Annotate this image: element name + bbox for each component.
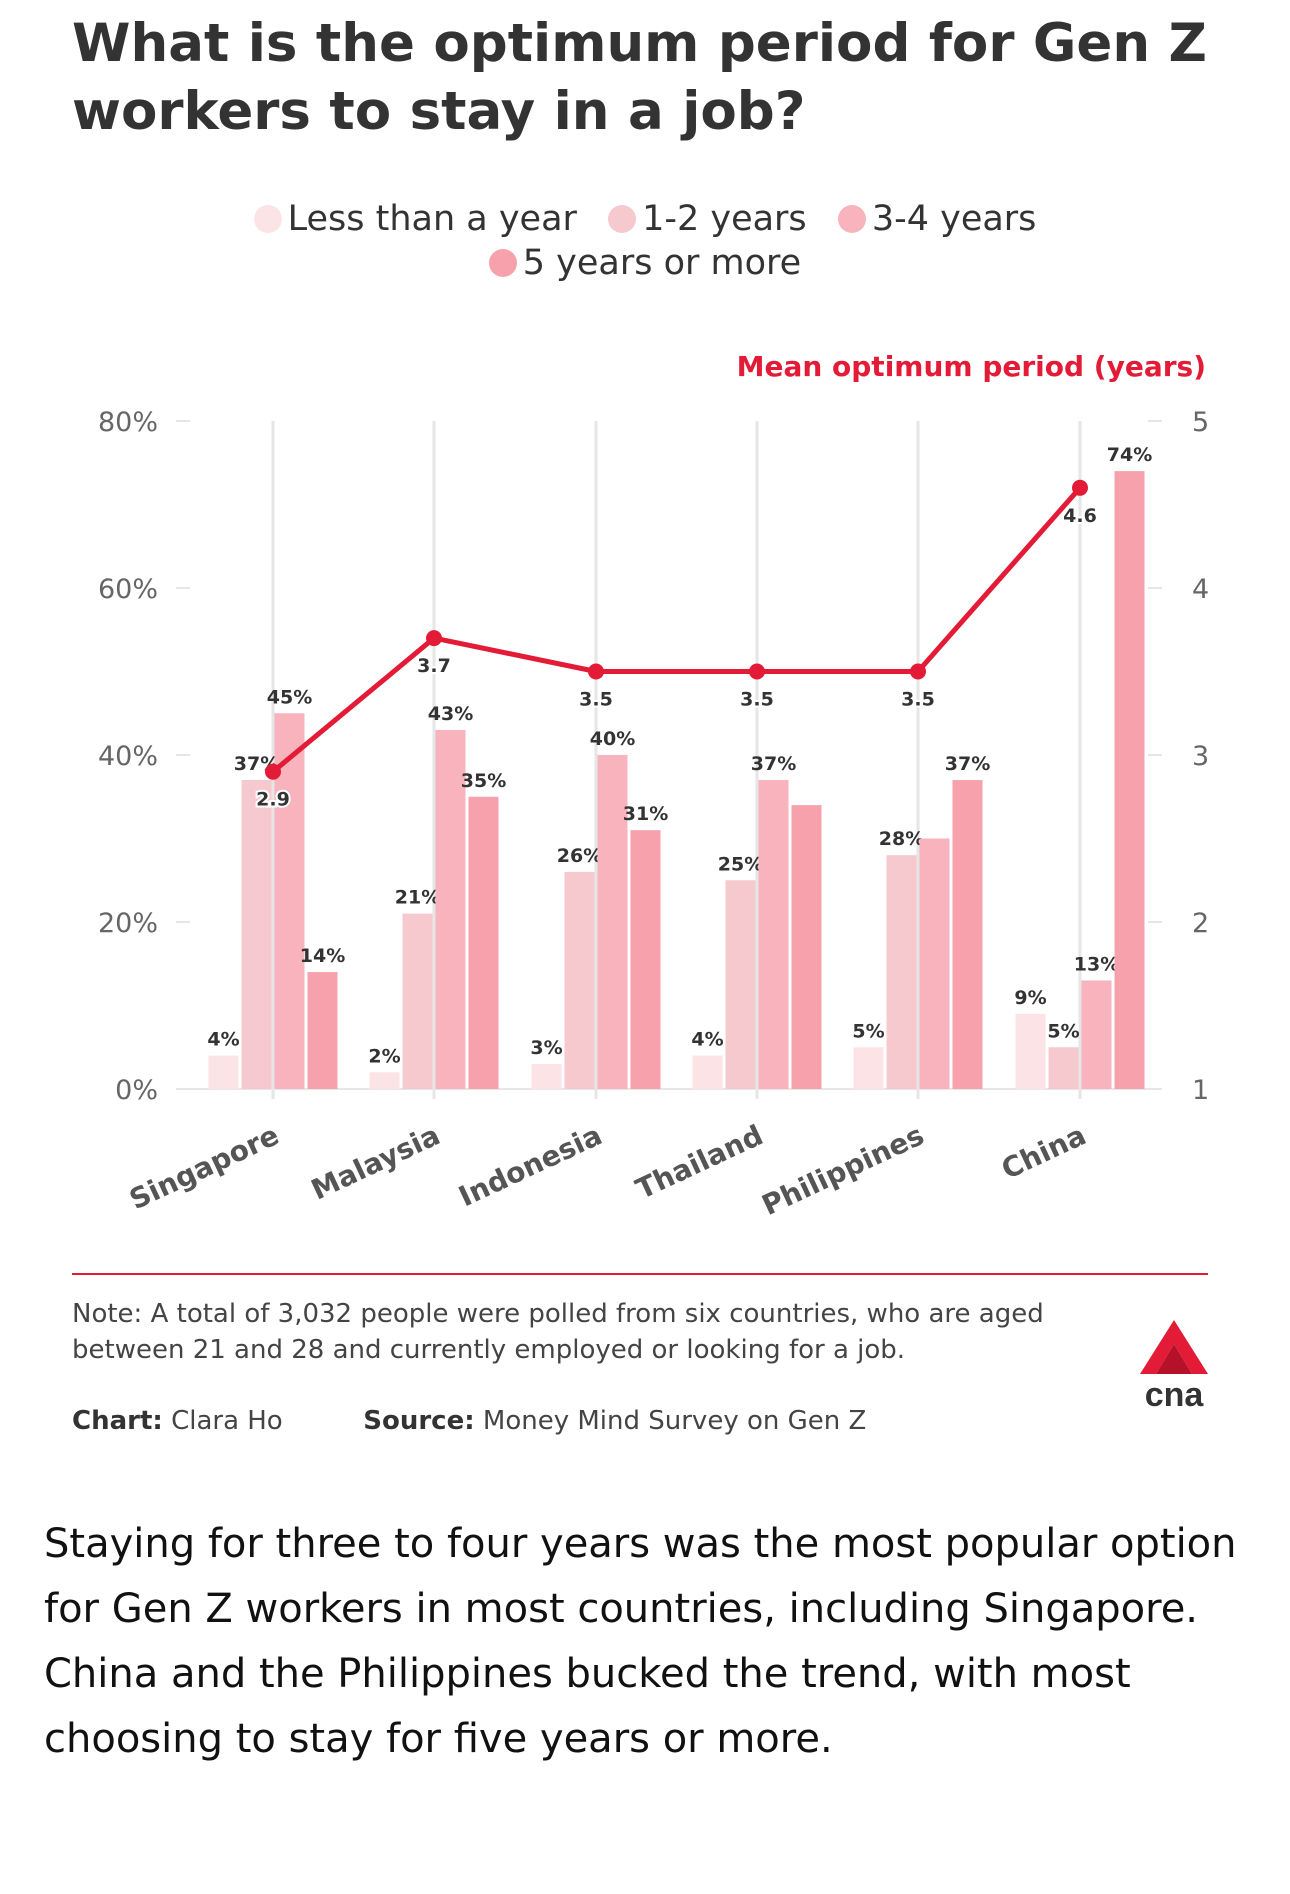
y2-tick-label: 5 [1192, 407, 1209, 438]
mean-point-malaysia [426, 630, 442, 647]
mean-label: 3.5 [901, 689, 935, 711]
bar-label: 21% [395, 887, 440, 909]
y2-tick-label: 2 [1192, 908, 1209, 939]
y-tick-label: 80% [98, 407, 158, 438]
bar-label: 25% [718, 853, 763, 875]
bar-label: 4% [691, 1029, 723, 1051]
bar-thailand-3 [791, 805, 822, 1089]
bar-philippines-1 [886, 855, 917, 1089]
legend-item-less-than-a-year: Less than a year [253, 197, 577, 241]
bar-china-3 [1114, 471, 1145, 1090]
x-tick-label-thailand: Thailand [631, 1118, 768, 1205]
x-tick-label-singapore: Singapore [124, 1118, 284, 1216]
bar-label: 37% [751, 753, 796, 775]
right-axis-title: Mean optimum period (years) [736, 350, 1206, 383]
bar-label: 37% [945, 753, 990, 775]
bar-label: 14% [300, 945, 345, 967]
bar-indonesia-0 [531, 1063, 562, 1089]
bar-singapore-0 [208, 1055, 239, 1089]
bar-indonesia-2 [597, 755, 628, 1089]
divider [72, 1273, 1208, 1275]
chart-title: What is the optimum period for Gen Z wor… [72, 13, 1207, 142]
bar-philippines-3 [952, 780, 983, 1089]
chart-credit-value: Clara Ho [171, 1406, 283, 1436]
bar-label: 26% [557, 845, 602, 867]
bar-malaysia-1 [402, 913, 433, 1089]
bar-indonesia-1 [564, 871, 595, 1089]
legend-item-1-2-years: 1-2 years [608, 197, 807, 241]
bar-label: 28% [879, 828, 924, 850]
y-tick-label: 40% [98, 741, 158, 772]
bar-label: 2% [368, 1045, 400, 1067]
bar-label: 45% [267, 686, 312, 708]
source-label: Source: [363, 1406, 475, 1436]
bar-singapore-1 [241, 780, 272, 1089]
legend-row-2: 5 years or more [0, 241, 1290, 285]
bar-philippines-2 [919, 838, 950, 1089]
x-tick-label-philippines: Philippines [757, 1118, 929, 1222]
y2-tick-label: 3 [1192, 741, 1209, 772]
legend-row-1: Less than a year 1-2 years 3-4 years [0, 197, 1290, 241]
bar-label: 40% [590, 728, 635, 750]
bar-malaysia-3 [468, 796, 499, 1089]
bar-label: 4% [207, 1029, 239, 1051]
mean-label: 4.6 [1063, 505, 1097, 527]
legend-swatch-icon [253, 205, 282, 233]
bar-malaysia-0 [369, 1072, 400, 1089]
legend-swatch-icon [608, 205, 637, 233]
mean-point-indonesia [588, 663, 604, 680]
bar-label: 5% [1047, 1020, 1079, 1042]
mean-label: 2.9 [256, 789, 290, 811]
mean-label: 3.7 [417, 655, 451, 677]
credits: Chart: Clara Ho Source: Money Mind Surve… [72, 1406, 866, 1436]
source-value: Money Mind Survey on Gen Z [482, 1406, 867, 1436]
legend-item-3-4-years: 3-4 years [837, 197, 1036, 241]
mean-point-thailand [749, 663, 765, 680]
bar-malaysia-2 [435, 729, 466, 1089]
mean-label: 3.5 [740, 689, 774, 711]
caption: Staying for three to four years was the … [44, 1521, 1237, 1762]
bar-label: 31% [623, 803, 668, 825]
bar-label: 9% [1014, 987, 1046, 1009]
x-tick-label-malaysia: Malaysia [306, 1118, 445, 1206]
y-tick-label: 20% [98, 908, 158, 939]
bar-label: 35% [461, 770, 506, 792]
mean-point-philippines [910, 663, 926, 680]
legend-swatch-icon [837, 205, 866, 233]
x-tick-label-china: China [996, 1118, 1091, 1185]
bar-china-1 [1048, 1047, 1079, 1089]
bar-china-2 [1081, 980, 1112, 1089]
x-tick-label-indonesia: Indonesia [454, 1118, 607, 1213]
bar-label: 43% [428, 703, 473, 725]
legend: Less than a year 1-2 years 3-4 years 5 y… [0, 197, 1290, 285]
bar-philippines-0 [853, 1047, 884, 1089]
y-tick-label: 0% [115, 1075, 158, 1106]
legend-item-5-years-or-more: 5 years or more [488, 241, 801, 285]
bar-thailand-1 [725, 880, 756, 1089]
legend-swatch-icon [488, 249, 517, 277]
mean-point-singapore [265, 763, 281, 780]
note: Note: A total of 3,032 people were polle… [72, 1299, 1044, 1365]
bar-china-0 [1015, 1013, 1046, 1089]
mean-point-china [1072, 479, 1088, 496]
bar-thailand-2 [758, 780, 789, 1089]
bar-label: 3% [530, 1037, 562, 1059]
bar-indonesia-3 [630, 830, 661, 1089]
y-tick-label: 60% [98, 574, 158, 605]
bar-singapore-3 [307, 972, 338, 1089]
chart-credit-label: Chart: [72, 1406, 163, 1436]
cna-logo-icon: cna [1140, 1320, 1208, 1410]
bar-label: 13% [1074, 953, 1119, 975]
y2-tick-label: 4 [1192, 574, 1209, 605]
y2-tick-label: 1 [1192, 1075, 1209, 1106]
bar-line-chart: 0% 20% 40% 60% 80% 1 2 3 4 5 4% 37% 45% 14% 2% 21% 43% 35… [98, 407, 1209, 1222]
bar-label: 74% [1107, 444, 1152, 466]
bar-thailand-0 [692, 1055, 723, 1089]
bar-label: 5% [852, 1020, 884, 1042]
mean-label: 3.5 [579, 689, 613, 711]
mean-line [271, 486, 1082, 774]
logo-text: cna [1145, 1376, 1205, 1410]
